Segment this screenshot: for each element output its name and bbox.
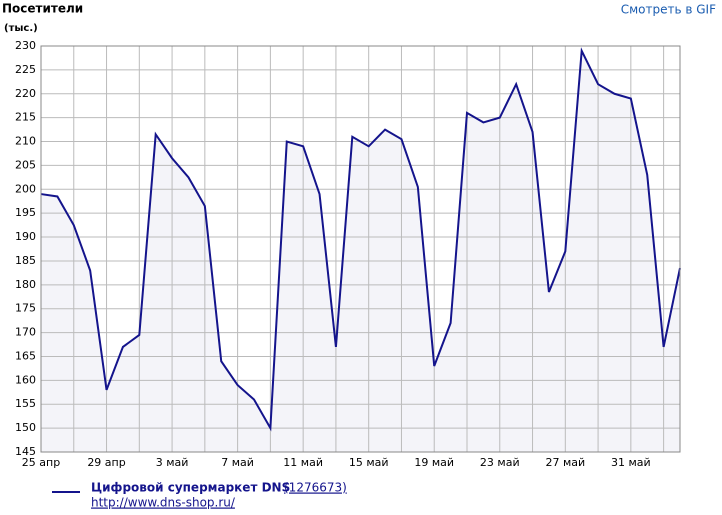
y-tick-label: 205: [15, 158, 36, 171]
y-tick-label: 225: [15, 63, 36, 76]
legend-url[interactable]: http://www.dns-shop.ru/: [91, 496, 236, 510]
y-tick-label: 165: [15, 349, 36, 362]
y-tick-label: 230: [15, 39, 36, 52]
x-tick-label: 23 май: [480, 456, 520, 469]
y-tick-label: 170: [15, 326, 36, 339]
y-tick-label: 155: [15, 397, 36, 410]
x-tick-label: 25 апр: [22, 456, 60, 469]
y-tick-label: 185: [15, 254, 36, 267]
x-tick-label: 11 май: [283, 456, 323, 469]
y-unit: (тыс.): [4, 23, 38, 34]
line: [40, 47, 681, 432]
x-tick-label: 27 май: [545, 456, 585, 469]
y-tick-label: 180: [15, 278, 36, 291]
plot-border: [40, 45, 681, 453]
x-tick-label: 7 май: [221, 456, 254, 469]
y-tick-label: 220: [15, 87, 36, 100]
x-tick-label: 29 апр: [87, 456, 125, 469]
y-tick-label: 150: [15, 421, 36, 434]
chart-title: Посетители: [2, 2, 83, 16]
y-tick-label: 200: [15, 182, 36, 195]
area: [41, 50, 680, 453]
y-tick-label: 190: [15, 230, 36, 243]
y-tick-label: 145: [15, 445, 36, 458]
y-tick-label: 160: [15, 373, 36, 386]
x-tick-label: 19 май: [414, 456, 454, 469]
legend-id[interactable]: (1276673): [284, 481, 347, 495]
x-tick-label: 31 май: [611, 456, 651, 469]
legend-label: Цифровой супермаркет DNS: [91, 481, 290, 495]
y-tick-label: 210: [15, 135, 36, 148]
x-tick-label: 15 май: [349, 456, 389, 469]
y-tick-label: 195: [15, 206, 36, 219]
y-tick-label: 215: [15, 111, 36, 124]
gif-link[interactable]: Смотреть в GIF: [621, 3, 716, 17]
x-tick-label: 3 май: [156, 456, 189, 469]
y-tick-label: 175: [15, 302, 36, 315]
